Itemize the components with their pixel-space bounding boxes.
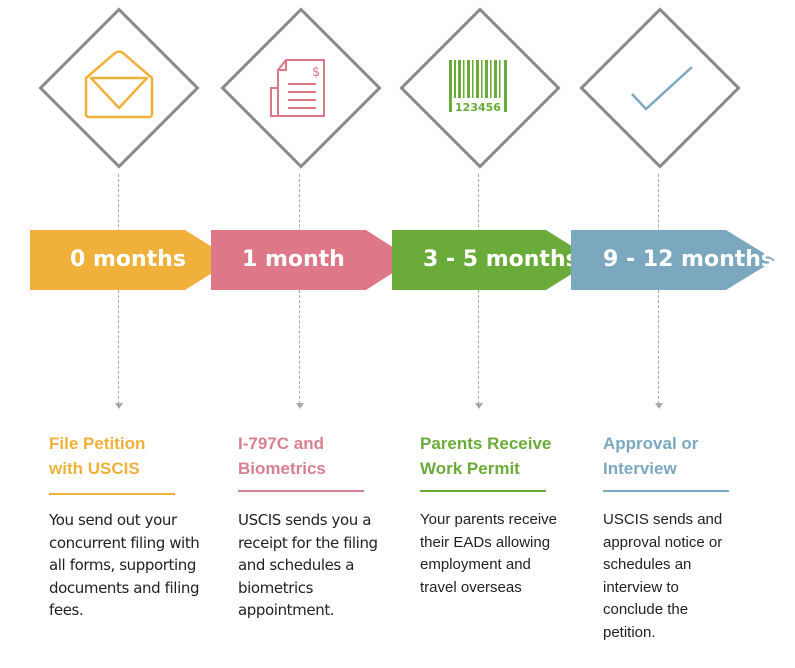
connector-arrowhead bbox=[475, 403, 483, 409]
description-line: You send out your bbox=[49, 511, 177, 529]
step-title-line: I-797C and bbox=[238, 434, 324, 453]
description-line: appointment. bbox=[238, 601, 335, 619]
envelope-icon bbox=[84, 50, 154, 119]
description-line: receipt for the filing bbox=[238, 533, 378, 552]
invoice-icon: $ bbox=[270, 59, 325, 117]
connector-arrowhead bbox=[655, 403, 663, 409]
dollar-sign: $ bbox=[312, 65, 320, 80]
barcode-icon: 123456 bbox=[449, 60, 507, 113]
description-line: concurrent filing with bbox=[49, 533, 200, 552]
step-title: Parents Receive Work Permit bbox=[420, 431, 590, 481]
step-3-details: Approval or Interview USCIS sends and ap… bbox=[603, 431, 773, 644]
timeline-label-0: 0 months bbox=[70, 247, 186, 272]
step-title-line: Biometrics bbox=[238, 459, 326, 478]
step-description: Your parents receive their EADs allowing… bbox=[420, 509, 590, 599]
description-line: employment and bbox=[420, 556, 531, 573]
description-line: fees. bbox=[49, 601, 84, 619]
step-description: USCIS sends you a receipt for the filing… bbox=[238, 509, 408, 622]
title-underline bbox=[238, 490, 364, 492]
description-line: schedules an bbox=[603, 556, 692, 573]
title-underline bbox=[603, 490, 729, 492]
step-0-details: File Petition with USCIS You send out yo… bbox=[49, 431, 219, 622]
description-line: conclude the bbox=[603, 601, 689, 618]
connector-arrowhead bbox=[115, 403, 123, 409]
step-description: USCIS sends and approval notice or sched… bbox=[603, 509, 773, 644]
timeline-label-3: 9 - 12 months bbox=[603, 247, 775, 272]
connector-arrowhead bbox=[296, 403, 304, 409]
description-line: USCIS sends you a bbox=[238, 511, 372, 529]
description-line: USCIS sends and bbox=[603, 511, 723, 528]
description-line: documents and filing bbox=[49, 578, 200, 597]
step-1-details: I-797C and Biometrics USCIS sends you a … bbox=[238, 431, 408, 622]
description-line: their EADs allowing bbox=[420, 533, 551, 551]
step-2-details: Parents Receive Work Permit Your parents… bbox=[420, 431, 590, 599]
description-line: and schedules a bbox=[238, 556, 354, 574]
step-title-line: Parents Receive bbox=[420, 434, 552, 453]
step-title-line: Approval or bbox=[603, 434, 699, 453]
description-line: travel overseas bbox=[420, 578, 522, 596]
step-title-line: Interview bbox=[603, 459, 677, 478]
title-underline bbox=[420, 490, 546, 492]
timeline-chevron-1 bbox=[211, 230, 413, 290]
step-title-line: Work Permit bbox=[420, 459, 520, 478]
checkmark-icon bbox=[631, 66, 693, 111]
description-line: approval notice or bbox=[603, 533, 723, 551]
barcode-number: 123456 bbox=[455, 101, 501, 113]
step-description: You send out your concurrent filing with… bbox=[49, 509, 219, 622]
timeline-label-2: 3 - 5 months bbox=[423, 247, 579, 272]
description-line: interview to bbox=[603, 578, 679, 596]
timeline-label-1: 1 month bbox=[242, 247, 345, 272]
step-title: I-797C and Biometrics bbox=[238, 431, 408, 481]
step-title: Approval or Interview bbox=[603, 431, 773, 481]
step-title: File Petition with USCIS bbox=[49, 431, 219, 481]
description-line: petition. bbox=[603, 623, 656, 641]
timeline-chevron-3 bbox=[571, 230, 775, 290]
step-title-line: with USCIS bbox=[49, 459, 140, 478]
description-line: biometrics bbox=[238, 578, 313, 597]
title-underline bbox=[49, 493, 175, 495]
description-line: all forms, supporting bbox=[49, 556, 197, 574]
timeline-chevron-0 bbox=[30, 230, 233, 290]
step-title-line: File Petition bbox=[49, 434, 146, 453]
timeline-chevron-2 bbox=[392, 230, 594, 290]
description-line: Your parents receive bbox=[420, 511, 558, 528]
